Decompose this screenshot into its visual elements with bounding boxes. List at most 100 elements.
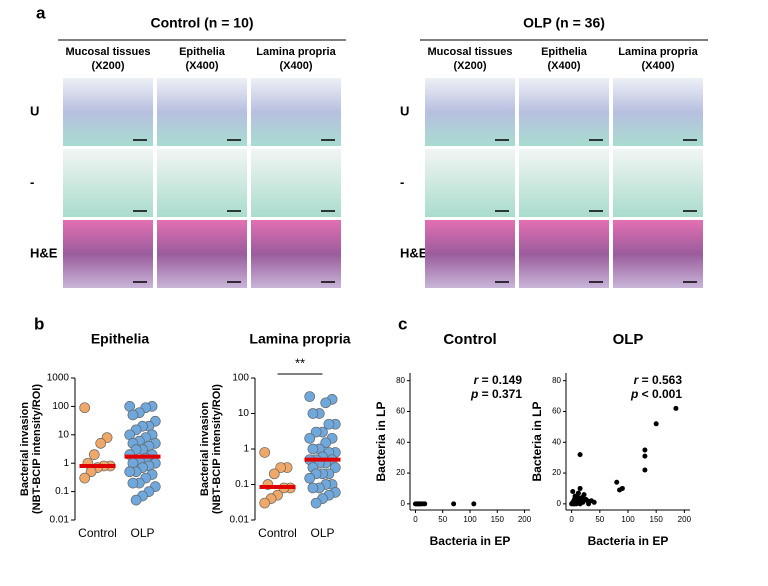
data-point [307, 482, 319, 494]
micrograph [157, 220, 247, 288]
data-point [320, 397, 332, 409]
micrograph [519, 220, 609, 288]
column-header: (X400) [279, 60, 312, 72]
x-tick-label: Control [78, 526, 117, 540]
y-tick-label: 60 [552, 407, 561, 416]
y-tick-label: 10 [238, 408, 250, 419]
chart-title: Epithelia [91, 331, 150, 347]
panel-label: a [36, 3, 46, 22]
data-point [124, 466, 136, 478]
x-tick-label: 50 [595, 515, 604, 524]
micrograph [519, 149, 609, 217]
data-point [577, 485, 583, 491]
y-tick-label: 80 [396, 376, 405, 385]
micrograph [613, 149, 703, 217]
y-tick-label: 20 [396, 468, 405, 477]
statistic-value: < 0.001 [638, 387, 682, 401]
chart-title: Lamina propria [249, 331, 350, 347]
row-label: U [400, 103, 409, 118]
y-tick-label: 1 [63, 458, 69, 469]
panel-label: b [34, 314, 44, 333]
data-point [95, 437, 107, 449]
panel-label: c [398, 314, 407, 333]
chart-title: OLP [613, 331, 644, 348]
data-point [591, 499, 597, 505]
data-point [572, 493, 578, 499]
data-point [79, 472, 91, 484]
y-tick-label: 0 [401, 499, 406, 508]
column-header: (X400) [641, 60, 674, 72]
column-header: (X200) [453, 60, 486, 72]
statistic-value: = 0.149 [478, 373, 522, 387]
data-point [88, 449, 100, 461]
y-tick-label: 0.1 [235, 479, 249, 490]
y-tick-label: 100 [232, 373, 249, 384]
data-point [127, 409, 139, 421]
data-point [642, 467, 648, 473]
micrograph [425, 78, 515, 146]
x-tick-label: OLP [310, 526, 334, 540]
x-tick-label: 150 [491, 515, 505, 524]
column-header: (X400) [185, 60, 218, 72]
micrograph [425, 149, 515, 217]
y-axis-label: Bacteria in LP [530, 401, 544, 481]
micrograph [519, 78, 609, 146]
data-point [259, 447, 271, 458]
micrograph [251, 149, 341, 217]
y-axis-label: (NBT-BCIP intensity/ROI) [31, 384, 43, 514]
data-point [79, 402, 91, 414]
y-tick-label: 40 [396, 437, 405, 446]
data-point [673, 405, 679, 411]
data-point [275, 462, 287, 473]
data-point [575, 490, 581, 496]
statistic-value: = 0.371 [478, 387, 522, 401]
statistic: r = 0.149 [474, 373, 523, 387]
y-tick-label: 60 [396, 407, 405, 416]
y-tick-label: 40 [552, 437, 561, 446]
statistic: p = 0.371 [470, 387, 522, 401]
data-point [310, 497, 322, 509]
column-header: (X200) [91, 60, 124, 72]
row-label: - [400, 174, 404, 189]
statistic-value: = 0.563 [638, 373, 682, 387]
x-tick-label: 200 [518, 515, 532, 524]
data-point [642, 447, 648, 453]
micrograph [425, 220, 515, 288]
y-tick-label: 1 [243, 444, 249, 455]
chart-title: Control [443, 331, 496, 348]
y-tick-label: 10 [58, 429, 70, 440]
data-point [329, 462, 341, 473]
group-title: OLP (n = 36) [523, 15, 605, 31]
x-tick-label: 0 [413, 515, 418, 524]
y-tick-label: 80 [552, 376, 561, 385]
row-label: H&E [30, 245, 58, 260]
micrograph [157, 149, 247, 217]
column-header: Lamina propria [618, 46, 698, 58]
y-tick-label: 0 [557, 499, 562, 508]
x-axis-label: Bacteria in EP [430, 534, 511, 548]
data-point [653, 421, 659, 427]
column-header: Mucosal tissues [428, 46, 513, 58]
y-axis-label: Bacterial invasion [19, 402, 31, 496]
micrograph [613, 220, 703, 288]
y-tick-label: 100 [52, 401, 69, 412]
x-axis-label: Bacteria in EP [588, 534, 669, 548]
data-point [642, 453, 648, 459]
y-axis-label: Bacteria in LP [374, 401, 388, 481]
statistic: r = 0.563 [634, 373, 683, 387]
data-point [577, 452, 583, 458]
x-tick-label: 150 [650, 515, 664, 524]
column-header: Epithelia [179, 46, 226, 58]
row-label: - [30, 174, 34, 189]
y-axis-label: (NBT-BCIP intensity/ROI) [211, 384, 223, 514]
column-header: Mucosal tissues [66, 46, 151, 58]
data-point [310, 426, 322, 438]
column-header: Epithelia [541, 46, 588, 58]
micrograph [63, 220, 153, 288]
x-tick-label: 200 [678, 515, 692, 524]
y-tick-label: 0.01 [230, 515, 250, 526]
statistic: p < 0.001 [630, 387, 682, 401]
x-tick-label: 100 [463, 515, 477, 524]
data-point [581, 492, 587, 498]
data-point [304, 432, 316, 444]
